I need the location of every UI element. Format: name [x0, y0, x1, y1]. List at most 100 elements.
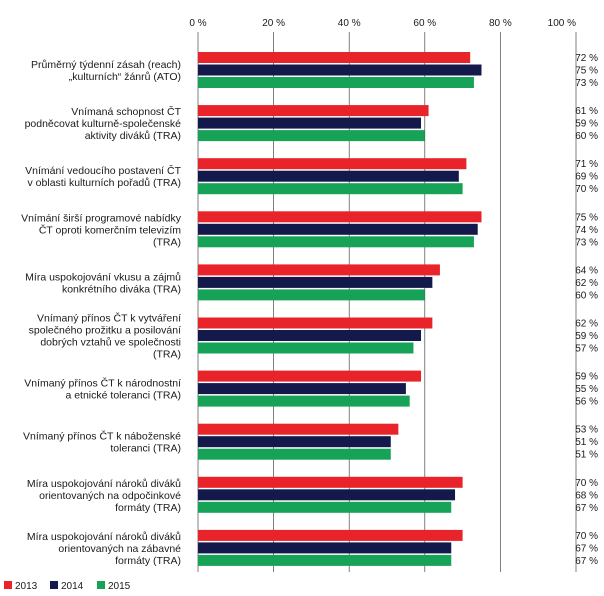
- value-label: 61 %: [575, 106, 598, 117]
- legend-swatch-2015: [97, 581, 105, 589]
- legend-label: 2014: [61, 581, 84, 592]
- bar-2015: [198, 395, 410, 407]
- category-label-line: formáty (TRA): [115, 555, 181, 567]
- bar-2014: [198, 276, 433, 288]
- category-label: Míra uspokojování nároků diváků orientova…: [27, 478, 181, 514]
- bar-2014: [198, 117, 422, 129]
- bar-2015: [198, 289, 425, 301]
- value-label: 55 %: [575, 384, 598, 395]
- value-label: 59 %: [575, 119, 598, 130]
- value-label: 67 %: [575, 543, 598, 554]
- legend-label: 2015: [108, 581, 131, 592]
- x-axis-ticks: 0 % 20 % 40 % 60 % 80 % 100 %: [189, 18, 576, 29]
- value-label: 51 %: [575, 437, 598, 448]
- bars: [198, 52, 482, 566]
- bar-2014: [198, 330, 422, 341]
- value-label: 73 %: [575, 78, 598, 89]
- category-label-line: Míra uspokojování nároků diváků: [27, 478, 181, 490]
- value-label: 64 %: [575, 265, 598, 276]
- x-tick-label: 0 %: [189, 18, 206, 29]
- category-label-line: „kulturních“ žánrů (ATO): [69, 71, 181, 83]
- bar-2015: [198, 501, 452, 513]
- bar-2013: [198, 264, 440, 276]
- value-label: 75 %: [575, 66, 598, 77]
- x-tick-label: 20 %: [262, 18, 285, 29]
- value-label: 72 %: [575, 53, 598, 64]
- bar-2015: [198, 77, 474, 88]
- category-label: Míra uspokojování vkusu a zájmů konkrétní…: [25, 271, 181, 295]
- bar-2014: [198, 64, 482, 76]
- value-label: 67 %: [575, 503, 598, 514]
- x-tick-label: 100 %: [548, 18, 576, 29]
- category-label-line: Vnímaný přínos ČT k národnostní: [24, 377, 181, 390]
- category-label-line: Průměrný týdenní zásah (reach): [31, 59, 181, 71]
- category-label: Vnímaný přínos ČT k národnostní a etnické…: [24, 377, 181, 402]
- category-label-line: a etnické toleranci (TRA): [65, 390, 181, 402]
- bar-2015: [198, 342, 414, 354]
- category-label: Vnímaný přínos ČT k náboženské toleranci …: [23, 430, 181, 455]
- legend-swatch-2014: [50, 581, 58, 589]
- category-label-line: Vnímaná schopnost ČT: [71, 105, 181, 118]
- bar-2013: [198, 476, 463, 488]
- category-label-line: ČT oproti komerčním televizím: [39, 223, 181, 236]
- bar-2013: [198, 423, 399, 435]
- bar-2015: [198, 554, 452, 566]
- bar-2014: [198, 170, 459, 182]
- category-label-line: toleranci (TRA): [110, 443, 181, 455]
- value-label: 60 %: [575, 290, 598, 301]
- bar-2013: [198, 370, 422, 382]
- bar-2013: [198, 529, 463, 541]
- value-label: 71 %: [575, 159, 598, 170]
- value-label: 53 %: [575, 425, 598, 436]
- bar-2014: [198, 223, 478, 235]
- legend: 2013 2014 2015: [4, 581, 131, 592]
- category-label-line: Vnímání vedoucího postavení ČT: [25, 164, 181, 177]
- category-label-line: podněcovat kulturně-společenské: [25, 118, 182, 130]
- value-label: 67 %: [575, 556, 598, 567]
- category-label-line: dobrých vztahů ve společnosti: [40, 337, 181, 349]
- bar-2013: [198, 105, 429, 117]
- value-label: 57 %: [575, 344, 598, 355]
- value-label: 59 %: [575, 331, 598, 342]
- bar-2014: [198, 436, 391, 448]
- category-label-line: konkrétního diváka (TRA): [62, 283, 181, 295]
- x-tick-label: 40 %: [338, 18, 361, 29]
- category-label: Vnímaná schopnost ČT podněcovat kulturně-…: [25, 105, 182, 142]
- category-label-line: (TRA): [153, 236, 181, 248]
- value-label: 70 %: [575, 531, 598, 542]
- category-label: Vnímání širší programové nabídky ČT oprot…: [21, 212, 182, 248]
- bar-2014: [198, 383, 406, 395]
- value-label: 56 %: [575, 397, 598, 408]
- value-label: 69 %: [575, 172, 598, 183]
- category-label-line: společného prožitku a posilování: [29, 325, 181, 337]
- category-labels: Průměrný týdenní zásah (reach) „kulturníc…: [21, 59, 182, 567]
- category-label-line: (TRA): [153, 349, 181, 361]
- value-label: 75 %: [575, 212, 598, 223]
- value-label: 74 %: [575, 225, 598, 236]
- category-label: Průměrný týdenní zásah (reach) „kulturníc…: [31, 59, 181, 83]
- category-label-line: Vnímání širší programové nabídky: [21, 212, 182, 224]
- category-label: Vnímaný přínos ČT k vytváření společného …: [29, 312, 181, 361]
- legend-label: 2013: [15, 581, 38, 592]
- value-label: 59 %: [575, 372, 598, 383]
- category-label: Vnímání vedoucího postavení ČT v oblasti …: [25, 164, 181, 189]
- bar-2013: [198, 211, 482, 223]
- category-label-line: formáty (TRA): [115, 502, 181, 514]
- bar-2014: [198, 542, 452, 554]
- value-label: 60 %: [575, 131, 598, 142]
- value-label: 70 %: [575, 478, 598, 489]
- category-label-line: orientovaných na zábavné: [58, 543, 181, 555]
- x-tick-label: 60 %: [413, 18, 436, 29]
- category-label-line: Míra uspokojování vkusu a zájmů: [25, 271, 181, 283]
- category-label-line: aktivity diváků (TRA): [85, 130, 181, 142]
- category-label-line: Vnímaný přínos ČT k náboženské: [23, 430, 181, 443]
- category-label: Míra uspokojování nároků diváků orientova…: [27, 531, 181, 567]
- category-label-line: orientovaných na odpočinkové: [39, 490, 181, 502]
- bar-2015: [198, 130, 425, 142]
- bar-2015: [198, 183, 463, 195]
- value-label: 62 %: [575, 319, 598, 330]
- legend-swatch-2013: [4, 581, 12, 589]
- value-label: 70 %: [575, 184, 598, 195]
- category-label-line: Míra uspokojování nároků diváků: [27, 531, 181, 543]
